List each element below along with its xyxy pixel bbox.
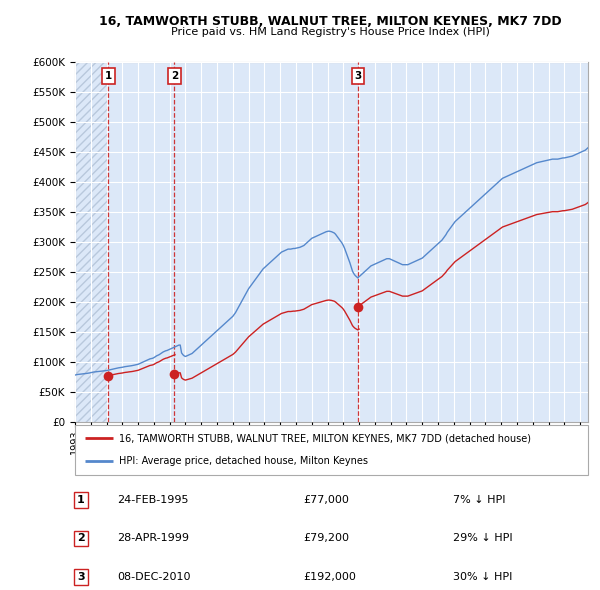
Text: 3: 3 (77, 572, 85, 582)
Text: Price paid vs. HM Land Registry's House Price Index (HPI): Price paid vs. HM Land Registry's House … (170, 27, 490, 37)
Text: £77,000: £77,000 (303, 495, 349, 505)
Bar (75, 62, 107, 422)
Text: 1: 1 (77, 495, 85, 505)
Text: £192,000: £192,000 (303, 572, 356, 582)
Text: 28-APR-1999: 28-APR-1999 (117, 533, 189, 543)
Text: 2: 2 (77, 533, 85, 543)
Text: 7% ↓ HPI: 7% ↓ HPI (453, 495, 505, 505)
Text: 24-FEB-1995: 24-FEB-1995 (117, 495, 188, 505)
Text: 2: 2 (170, 71, 178, 81)
Text: 29% ↓ HPI: 29% ↓ HPI (453, 533, 512, 543)
Text: 30% ↓ HPI: 30% ↓ HPI (453, 572, 512, 582)
FancyBboxPatch shape (75, 425, 588, 475)
Text: HPI: Average price, detached house, Milton Keynes: HPI: Average price, detached house, Milt… (119, 457, 368, 467)
Text: £79,200: £79,200 (303, 533, 349, 543)
Text: 1: 1 (105, 71, 112, 81)
Text: 08-DEC-2010: 08-DEC-2010 (117, 572, 191, 582)
Text: 3: 3 (354, 71, 361, 81)
Text: 16, TAMWORTH STUBB, WALNUT TREE, MILTON KEYNES, MK7 7DD (detached house): 16, TAMWORTH STUBB, WALNUT TREE, MILTON … (119, 433, 530, 443)
Text: 16, TAMWORTH STUBB, WALNUT TREE, MILTON KEYNES, MK7 7DD: 16, TAMWORTH STUBB, WALNUT TREE, MILTON … (98, 15, 562, 28)
